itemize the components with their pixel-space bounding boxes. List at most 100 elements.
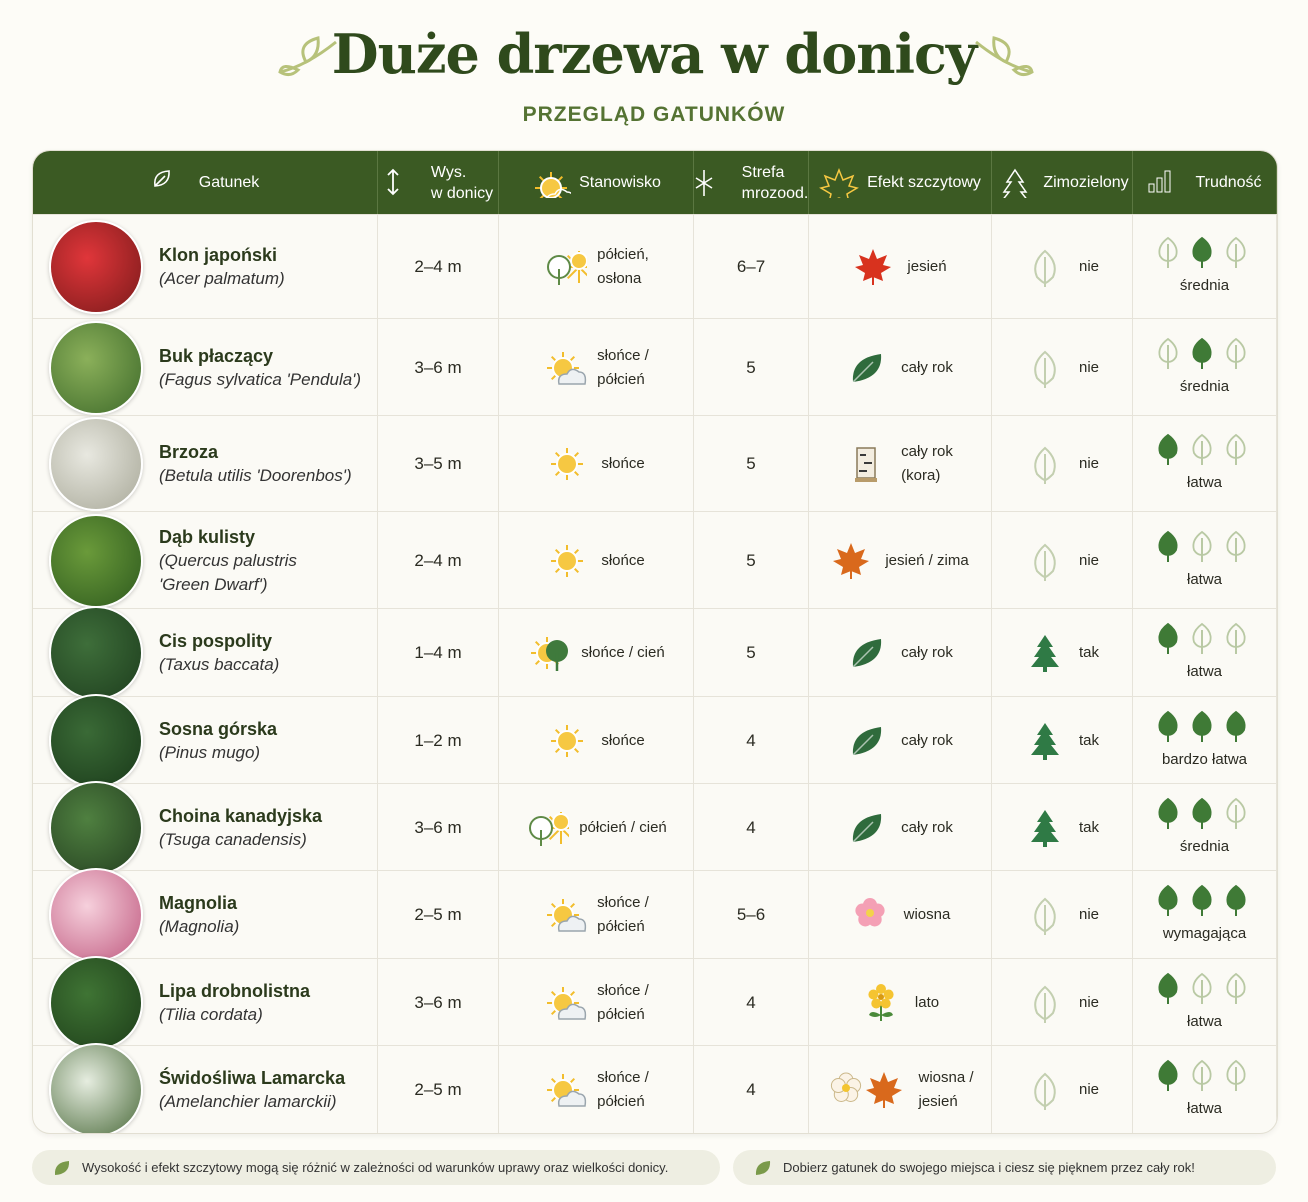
icon bbox=[383, 168, 423, 198]
species-latin: (Magnolia) bbox=[159, 917, 240, 936]
table-cell: lato bbox=[809, 959, 992, 1046]
icon-svg bbox=[852, 726, 882, 756]
icon-svg bbox=[833, 542, 870, 579]
icon-svg bbox=[695, 169, 713, 196]
icon bbox=[1153, 530, 1257, 564]
frost-zone: 5 bbox=[746, 643, 756, 662]
icon bbox=[543, 247, 588, 287]
table-row: Buk płaczący (Fagus sylvatica 'Pendula') 3… bbox=[33, 318, 1277, 416]
height: 1–2 m bbox=[414, 730, 462, 750]
table-cell: Choina kanadyjska (Tsuga canadensis) bbox=[33, 780, 378, 875]
icon bbox=[1153, 710, 1257, 744]
table-cell: Brzoza (Betula utilis 'Doorenbos') bbox=[33, 416, 378, 512]
icon-svg bbox=[855, 898, 885, 927]
table-cell: 3–6 m bbox=[378, 319, 499, 416]
table-cell: średnia bbox=[1133, 784, 1277, 871]
table-cell: słońce / półcień bbox=[499, 871, 694, 959]
table-cell: cały rok (kora) bbox=[809, 416, 992, 512]
table-cell: wiosna / jesień bbox=[809, 1046, 992, 1133]
height: 2–5 m bbox=[414, 1080, 462, 1099]
height: 3–6 m bbox=[414, 357, 462, 377]
position: półcień / cień bbox=[579, 818, 667, 836]
species-latin: (Quercus palustris 'Green Dwarf') bbox=[159, 550, 297, 594]
table-cell: łatwa bbox=[1133, 959, 1277, 1046]
table-row: Magnolia (Magnolia) 2–5 m słońce / półcień 5… bbox=[33, 868, 1277, 962]
icon-svg bbox=[1034, 350, 1056, 388]
icon-svg bbox=[1148, 170, 1171, 192]
table-cell: 3–6 m bbox=[378, 784, 499, 871]
column-title: Strefa mrozood. bbox=[741, 163, 809, 202]
icon-svg bbox=[551, 448, 584, 480]
table-cell: półcień / cień bbox=[499, 784, 694, 871]
table-cell: cały rok bbox=[809, 319, 992, 416]
difficulty: wymagająca bbox=[1162, 925, 1247, 942]
evergreen: tak bbox=[1078, 818, 1099, 836]
frost-zone: 4 bbox=[746, 992, 756, 1012]
table-row: Brzoza (Betula utilis 'Doorenbos') 3–5 m sł… bbox=[33, 415, 1277, 512]
icon bbox=[547, 541, 591, 581]
icon-svg bbox=[1002, 168, 1028, 198]
icon bbox=[1025, 541, 1065, 581]
icon bbox=[864, 1070, 904, 1110]
table-row: Sosna górska (Pinus mugo) 1–2 m słońce 4 cały… bbox=[33, 693, 1277, 788]
icon-svg bbox=[1157, 710, 1246, 742]
table-cell: średnia bbox=[1133, 215, 1277, 319]
table-cell: 5 bbox=[694, 319, 809, 416]
table-cell: cały rok bbox=[809, 697, 992, 784]
difficulty: łatwa bbox=[1186, 474, 1223, 491]
icon bbox=[1025, 247, 1065, 287]
table-row: Klon japoński (Acer palmatum) 2–4 m półcień… bbox=[33, 214, 1277, 319]
icon-svg bbox=[1034, 1072, 1056, 1110]
frost-zone: 4 bbox=[746, 730, 756, 750]
difficulty: łatwa bbox=[1186, 1012, 1223, 1030]
table-cell: łatwa bbox=[1133, 609, 1277, 697]
icon bbox=[1147, 168, 1187, 198]
table-cell: cały rok bbox=[809, 609, 992, 697]
table-cell: 4 bbox=[694, 784, 809, 871]
icon-svg bbox=[855, 249, 892, 285]
table-cell: jesień / zima bbox=[809, 512, 992, 609]
table-cell: 2–4 m bbox=[378, 215, 499, 319]
icon bbox=[1025, 895, 1065, 935]
icon bbox=[547, 444, 591, 484]
icon bbox=[831, 541, 871, 581]
evergreen: nie bbox=[1078, 993, 1100, 1011]
table-cell: słońce / półcień bbox=[499, 319, 694, 416]
leaf-icon bbox=[54, 1160, 70, 1175]
height: 2–5 m bbox=[414, 905, 462, 924]
icon-svg bbox=[1157, 884, 1246, 916]
icon-svg bbox=[547, 899, 587, 932]
difficulty: bardzo łatwa bbox=[1161, 750, 1248, 768]
position: słońce / półcień bbox=[597, 346, 649, 388]
difficulty: średnia bbox=[1179, 837, 1230, 855]
species-photo bbox=[49, 417, 143, 511]
icon bbox=[543, 348, 587, 388]
species-text: Brzoza (Betula utilis 'Doorenbos') bbox=[159, 440, 352, 488]
icon bbox=[853, 247, 893, 287]
frost-zone: 5 bbox=[746, 357, 756, 377]
icon-svg bbox=[547, 1074, 587, 1107]
table-cell: cały rok bbox=[809, 784, 992, 871]
table-cell: nie bbox=[992, 215, 1133, 319]
icon bbox=[1025, 721, 1065, 761]
table-row: Dąb kulisty (Quercus palustris 'Green Dwa… bbox=[33, 511, 1277, 609]
table-cell: słońce / cień bbox=[499, 609, 694, 697]
icon-svg bbox=[852, 639, 882, 668]
icon-svg bbox=[547, 351, 587, 385]
table-cell: słońce bbox=[499, 512, 694, 609]
species-latin: (Tilia cordata) bbox=[159, 1004, 263, 1024]
peak-effect: cały rok bbox=[901, 358, 953, 376]
icon bbox=[847, 444, 887, 484]
icon-svg bbox=[819, 167, 860, 198]
species-text: Sosna górska (Pinus mugo) bbox=[159, 717, 277, 765]
column-header: Wys. w donicy bbox=[378, 151, 499, 214]
title: Duże drzewa w donicy bbox=[331, 22, 978, 86]
column-header: Trudność bbox=[1133, 151, 1277, 214]
species-text: Magnolia (Magnolia) bbox=[159, 891, 239, 939]
species-latin: (Betula utilis 'Doorenbos') bbox=[159, 466, 352, 485]
species-text: Choina kanadyjska (Tsuga canadensis) bbox=[159, 804, 322, 852]
species-latin: (Fagus sylvatica 'Pendula') bbox=[159, 369, 362, 389]
evergreen: nie bbox=[1078, 1081, 1100, 1098]
leaf-icon bbox=[755, 1160, 771, 1175]
table-cell: tak bbox=[992, 784, 1133, 871]
